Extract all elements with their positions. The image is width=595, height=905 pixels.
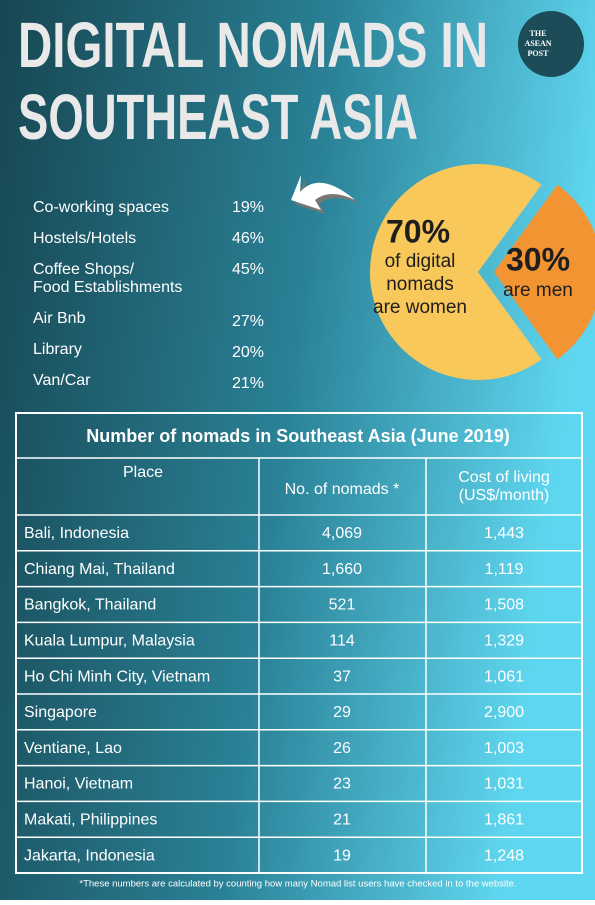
table-cell: Bali, Indonesia xyxy=(24,525,129,542)
place-label: Coffee Shops/ xyxy=(33,261,135,278)
logo-text: THE xyxy=(530,29,547,38)
table-cell: 1,329 xyxy=(484,633,524,650)
logo xyxy=(518,11,584,77)
table-cell: 1,508 xyxy=(484,597,524,614)
table-cell: 37 xyxy=(333,668,351,685)
table-cell: 29 xyxy=(333,704,351,721)
table-cell: Hanoi, Vietnam xyxy=(24,776,133,793)
footnote: *These numbers are calculated by countin… xyxy=(79,879,516,890)
column-header: Place xyxy=(123,464,163,481)
pie-slice xyxy=(370,164,542,380)
table-cell: 1,248 xyxy=(484,847,524,864)
table-cell: 1,119 xyxy=(485,561,524,578)
pie-text: nomads xyxy=(386,274,454,295)
place-share: 21% xyxy=(232,375,264,392)
place-label: Van/Car xyxy=(33,372,91,389)
table-cell: 1,443 xyxy=(484,525,524,542)
place-label: Hostels/Hotels xyxy=(33,230,136,247)
table-cell: Chiang Mai, Thailand xyxy=(24,561,175,578)
column-header: (US$/month) xyxy=(459,487,550,504)
place-share: 45% xyxy=(232,261,264,278)
logo-text: POST xyxy=(528,49,550,58)
table-cell: 1,003 xyxy=(484,740,524,757)
table-cell: Ho Chi Minh City, Vietnam xyxy=(24,668,210,685)
title: DIGITAL NOMADS IN xyxy=(18,9,488,81)
table-title: Number of nomads in Southeast Asia (June… xyxy=(86,426,509,446)
place-share: 20% xyxy=(232,344,264,361)
pie-text: are men xyxy=(503,280,573,301)
table-cell: 1,061 xyxy=(484,668,524,685)
place-share: 19% xyxy=(232,199,264,216)
logo-text: ASEAN xyxy=(524,39,551,48)
title: SOUTHEAST ASIA xyxy=(18,81,418,153)
table-cell: 26 xyxy=(333,740,351,757)
table-cell: 521 xyxy=(329,597,356,614)
place-label: Air Bnb xyxy=(33,310,86,327)
place-label: Food Establishments xyxy=(33,279,182,296)
table-cell: Jakarta, Indonesia xyxy=(24,847,155,864)
table-cell: Ventiane, Lao xyxy=(24,740,122,757)
table-cell: 1,861 xyxy=(484,812,524,829)
place-label: Co-working spaces xyxy=(33,199,169,216)
arrow xyxy=(291,175,355,210)
pie-label: 70% xyxy=(386,213,450,249)
table-cell: Makati, Philippines xyxy=(24,812,157,829)
pie-slice xyxy=(494,184,595,360)
place-label: Library xyxy=(33,341,82,358)
pie-text: of digital xyxy=(385,251,456,272)
column-header: Cost of living xyxy=(458,469,550,486)
table-cell: 23 xyxy=(333,776,351,793)
table-cell: 21 xyxy=(333,812,351,829)
table-cell: 114 xyxy=(329,633,355,650)
place-share: 27% xyxy=(232,313,264,330)
table-cell: 2,900 xyxy=(484,704,524,721)
table-cell: 1,660 xyxy=(322,561,362,578)
table-cell: 1,031 xyxy=(484,776,524,793)
place-share: 46% xyxy=(232,230,264,247)
table-cell: Kuala Lumpur, Malaysia xyxy=(24,633,195,650)
pie-text: are women xyxy=(373,297,467,318)
table-cell: Singapore xyxy=(24,704,97,721)
table-frame xyxy=(15,412,583,874)
pie-label: 30% xyxy=(506,241,570,277)
column-header: No. of nomads * xyxy=(285,481,400,498)
table-cell: 4,069 xyxy=(322,525,362,542)
table-cell: 19 xyxy=(333,847,351,864)
table-cell: Bangkok, Thailand xyxy=(24,597,156,614)
